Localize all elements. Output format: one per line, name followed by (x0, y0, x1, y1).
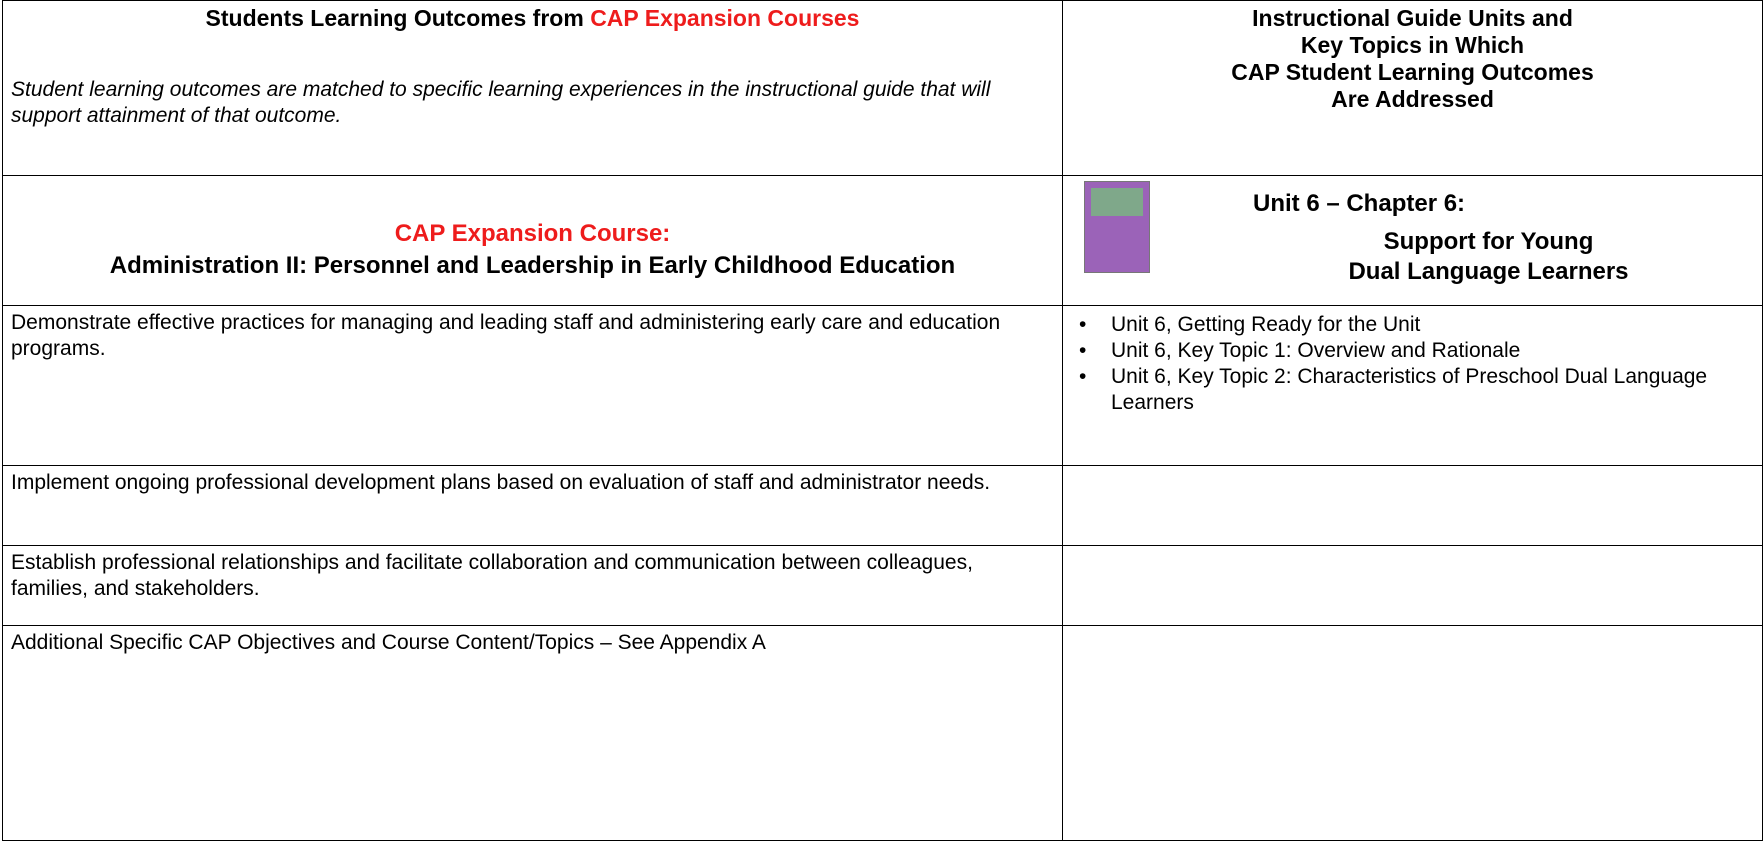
outcome: Additional Specific CAP Objectives and C… (2, 625, 1063, 841)
row-4: Additional Specific CAP Objectives and C… (2, 625, 1763, 841)
course-name: Administration II: Personnel and Leaders… (109, 251, 956, 279)
header-right: Instructional Guide Units and Key Topics … (1062, 0, 1763, 176)
book-cover (1084, 181, 1150, 273)
header-note: Student learning outcomes are matched to… (11, 78, 991, 127)
topics (1062, 465, 1763, 546)
unit-subtitle-line: Dual Language Learners (1348, 258, 1629, 285)
outcome: Implement ongoing professional developme… (2, 465, 1063, 546)
course-cell: CAP Expansion Course: Administration II:… (2, 175, 1063, 306)
row-1: Demonstrate effective practices for mana… (2, 305, 1763, 466)
topic: Unit 6, Getting Ready for the Unit (1079, 312, 1754, 338)
unit-cell: Unit 6 – Chapter 6: Support for Young Dua… (1062, 175, 1763, 306)
topic: Unit 6, Key Topic 1: Overview and Ration… (1079, 338, 1754, 364)
course-row: CAP Expansion Course: Administration II:… (2, 175, 1763, 306)
topics (1062, 545, 1763, 626)
row-3: Establish professional relationships and… (2, 545, 1763, 626)
outcome: Demonstrate effective practices for mana… (2, 305, 1063, 466)
header-right-line: Key Topics in Which (1300, 32, 1525, 58)
unit-heading: Unit 6 – Chapter 6: (1253, 190, 1466, 217)
topic-list: Unit 6, Getting Ready for the UnitUnit 6… (1071, 312, 1754, 416)
course-label: CAP Expansion Course: (394, 219, 671, 247)
header-left-title: Students Learning Outcomes from CAP Expa… (11, 5, 1054, 32)
topics: Unit 6, Getting Ready for the UnitUnit 6… (1062, 305, 1763, 466)
header-right-line: Instructional Guide Units and (1252, 5, 1573, 31)
header-row: Students Learning Outcomes from CAP Expa… (2, 0, 1763, 176)
header-left: Students Learning Outcomes from CAP Expa… (2, 0, 1063, 176)
topic: Unit 6, Key Topic 2: Characteristics of … (1079, 364, 1754, 416)
header-right-line: Are Addressed (1331, 86, 1494, 112)
topics (1062, 625, 1763, 841)
outcome: Establish professional relationships and… (2, 545, 1063, 626)
title-highlight: CAP Expansion Courses (590, 5, 860, 31)
row-2: Implement ongoing professional developme… (2, 465, 1763, 546)
title-plain: Students Learning Outcomes from (205, 5, 584, 31)
unit-subtitle: Support for Young Dual Language Learners (1223, 227, 1754, 287)
header-right-line: CAP Student Learning Outcomes (1231, 59, 1594, 85)
unit-subtitle-line: Support for Young (1383, 228, 1594, 255)
